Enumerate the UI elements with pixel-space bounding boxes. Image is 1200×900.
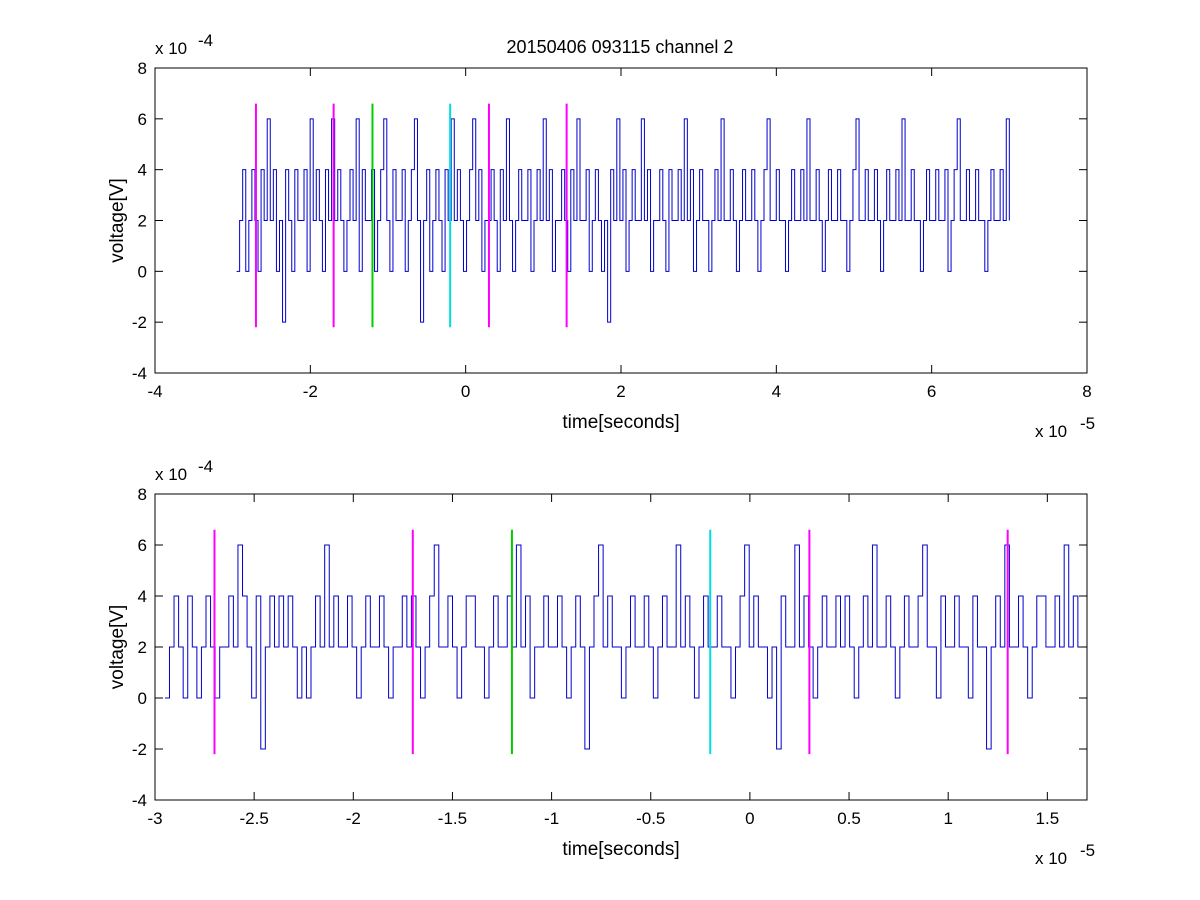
y-tick-label: -4 — [132, 791, 147, 810]
y-tick-label: 6 — [138, 536, 147, 555]
x-axis-label: time[seconds] — [562, 412, 679, 433]
y-tick-label: 4 — [138, 587, 147, 606]
y-tick-label: 0 — [138, 262, 147, 281]
y-axis-label: voltage[V] — [107, 605, 128, 690]
x-multiplier-label: x 10 — [1035, 849, 1067, 868]
x-tick-label: 2 — [616, 382, 625, 401]
x-tick-label: -0.5 — [636, 809, 665, 828]
bottom-plot-axes: -3 -2.5 -2 -1.5 -1 -0.5 0 0.5 1 1.5 -4 -2 0 2 4 6 8 time[… — [107, 457, 1095, 868]
x-tick-label: -2 — [346, 809, 361, 828]
top-plot-axes: -4 -2 0 2 4 6 8 -4 -2 0 2 4 6 8 time[seconds] voltage[V… — [107, 31, 1095, 441]
x-tick-label: 1 — [943, 809, 952, 828]
x-tick-label: -1.5 — [438, 809, 467, 828]
signal-trace-line — [164, 544, 1088, 750]
y-tick-label: 2 — [138, 638, 147, 657]
y-tick-label: 8 — [138, 485, 147, 504]
x-tick-label: 1.5 — [1036, 809, 1060, 828]
x-tick-label: 0.5 — [837, 809, 861, 828]
signal-trace-line — [236, 118, 1010, 323]
y-multiplier-exponent: -4 — [198, 457, 213, 476]
x-multiplier-label: x 10 — [1035, 422, 1067, 441]
y-multiplier-exponent: -4 — [198, 31, 213, 50]
y-tick-label: 4 — [138, 161, 147, 180]
x-tick-label: 0 — [745, 809, 754, 828]
x-multiplier-exponent: -5 — [1080, 414, 1095, 433]
y-tick-label: 6 — [138, 110, 147, 129]
x-tick-label: 4 — [772, 382, 781, 401]
x-tick-label: 8 — [1082, 382, 1091, 401]
chart-title: 20150406 093115 channel 2 — [507, 37, 734, 57]
y-tick-label: 8 — [138, 59, 147, 78]
x-tick-label: -4 — [147, 382, 162, 401]
x-tick-label: -2.5 — [240, 809, 269, 828]
y-multiplier-label: x 10 — [155, 39, 187, 58]
y-tick-label: -2 — [132, 740, 147, 759]
x-tick-label: 6 — [927, 382, 936, 401]
x-axis-label: time[seconds] — [562, 839, 679, 860]
x-tick-label: -3 — [147, 809, 162, 828]
x-tick-label: -2 — [303, 382, 318, 401]
x-tick-label: 0 — [461, 382, 470, 401]
y-tick-label: -2 — [132, 313, 147, 332]
x-tick-label: -1 — [544, 809, 559, 828]
x-multiplier-exponent: -5 — [1080, 841, 1095, 860]
y-tick-label: 2 — [138, 212, 147, 231]
y-tick-label: -4 — [132, 364, 147, 383]
y-axis-label: voltage[V] — [107, 178, 128, 263]
y-tick-label: 0 — [138, 689, 147, 708]
y-multiplier-label: x 10 — [155, 465, 187, 484]
